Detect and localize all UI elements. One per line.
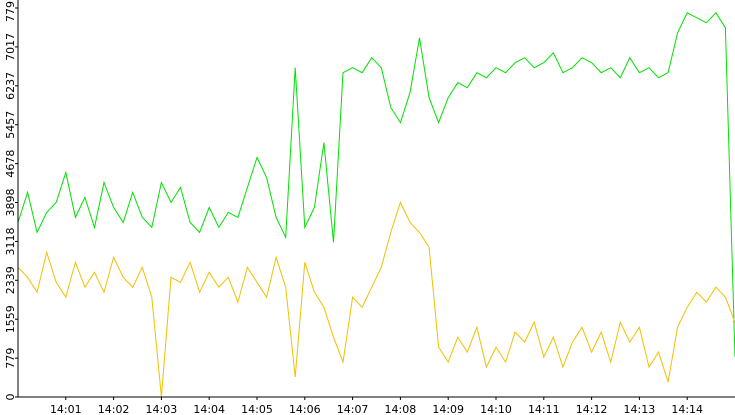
y-tick-label: 4678 bbox=[4, 150, 17, 178]
y-tick-label: 7797 bbox=[4, 0, 17, 22]
y-tick-label: 6237 bbox=[4, 72, 17, 100]
x-tick-label: 14:10 bbox=[480, 403, 512, 415]
y-tick-label: 3118 bbox=[4, 227, 17, 255]
y-tick-label: 1559 bbox=[4, 305, 17, 333]
x-tick-label: 14:05 bbox=[241, 403, 273, 415]
x-tick-label: 14:08 bbox=[385, 403, 417, 415]
x-tick-label: 14:04 bbox=[193, 403, 225, 415]
x-tick-label: 14:03 bbox=[146, 403, 178, 415]
x-tick-label: 14:06 bbox=[289, 403, 321, 415]
y-tick-label: 3898 bbox=[4, 189, 17, 217]
x-tick-label: 14:02 bbox=[98, 403, 130, 415]
x-tick-label: 14:09 bbox=[432, 403, 464, 415]
y-tick-label: 5457 bbox=[4, 111, 17, 139]
y-tick-label: 779 bbox=[4, 348, 17, 369]
x-tick-label: 14:14 bbox=[671, 403, 703, 415]
y-tick-label: 7017 bbox=[4, 33, 17, 61]
x-tick-label: 14:12 bbox=[576, 403, 608, 415]
y-tick-label: 2339 bbox=[4, 266, 17, 294]
x-tick-label: 14:11 bbox=[528, 403, 560, 415]
x-tick-label: 14:07 bbox=[337, 403, 369, 415]
series-line bbox=[17, 201, 735, 398]
x-tick-label: 14:01 bbox=[50, 403, 82, 415]
x-tick-label: 14:13 bbox=[624, 403, 656, 415]
series-line bbox=[17, 11, 735, 358]
y-tick-label: 0 bbox=[4, 394, 17, 401]
